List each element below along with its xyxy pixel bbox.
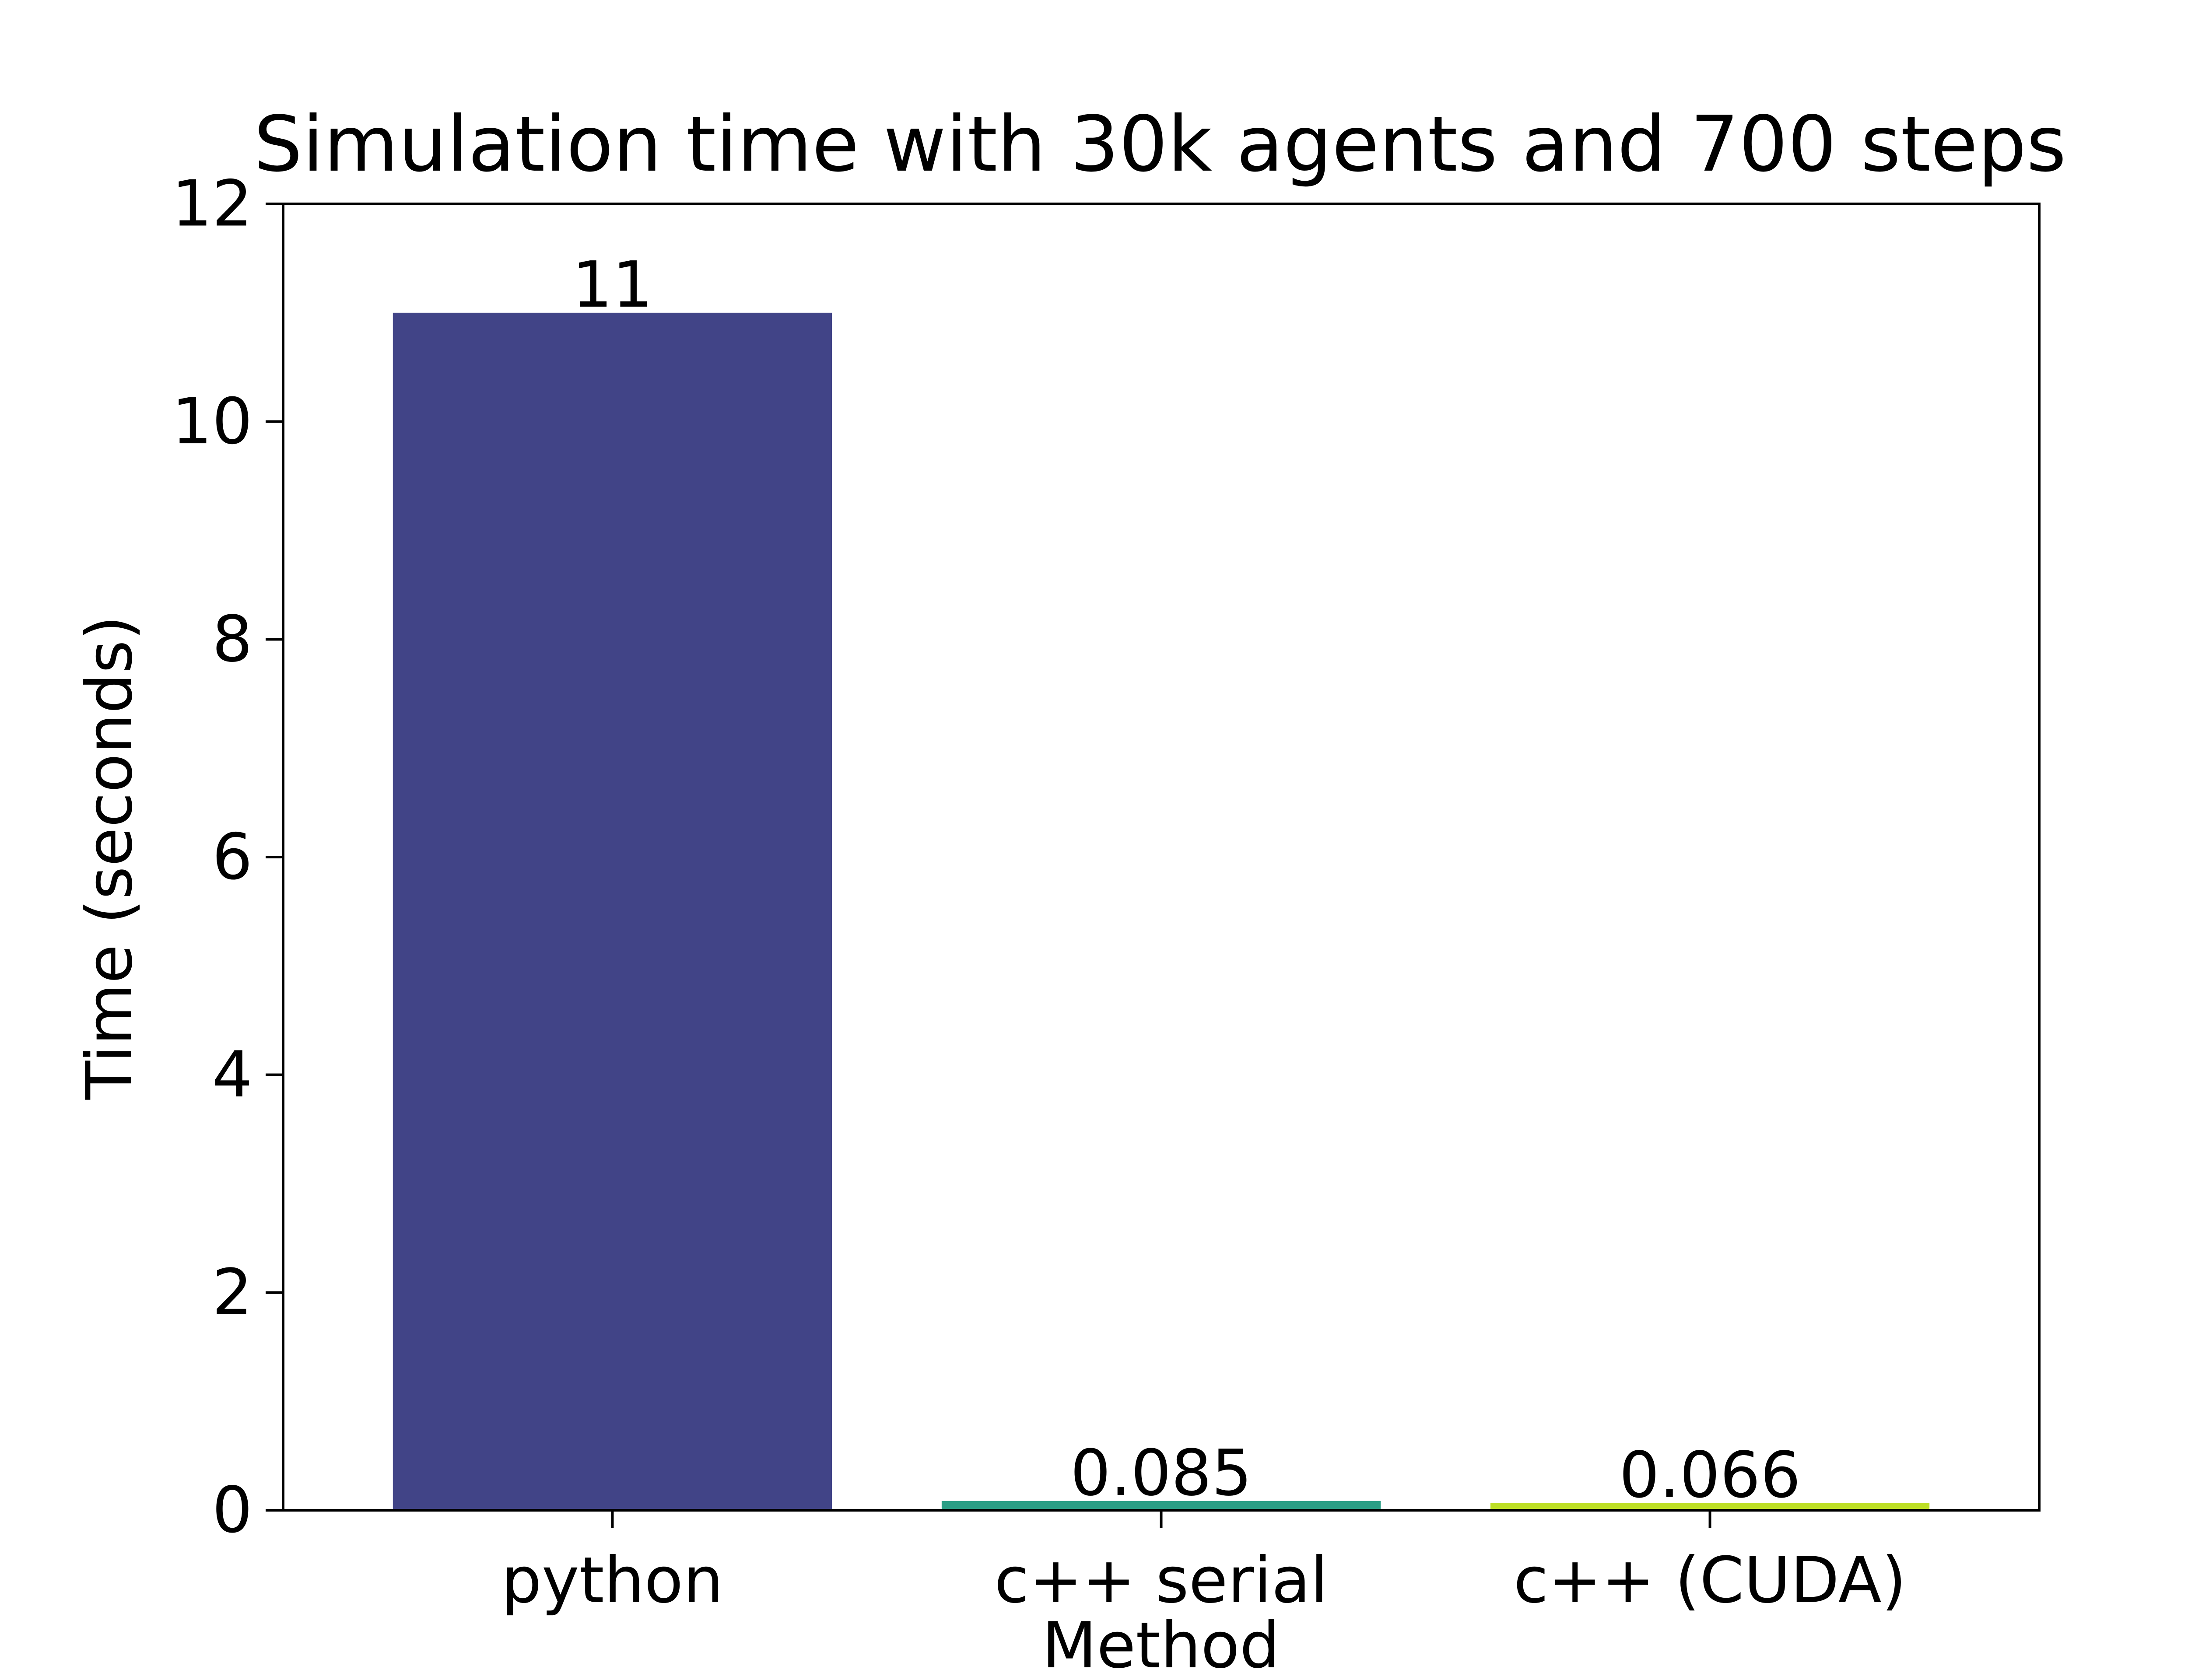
x-axis-ticks: python c++ serial c++ (CUDA) xyxy=(501,1510,1907,1617)
y-tick-label: 4 xyxy=(212,1038,252,1112)
bar-c-cuda xyxy=(1490,1503,1930,1510)
y-tick-label: 2 xyxy=(212,1256,252,1330)
y-tick-label: 12 xyxy=(172,167,252,241)
chart-title: Simulation time with 30k agents and 700 … xyxy=(254,100,2066,189)
x-axis-label: Method xyxy=(1042,1609,1280,1680)
y-tick-label: 0 xyxy=(212,1474,252,1547)
x-tick-label: python xyxy=(501,1544,723,1617)
bar-python xyxy=(393,312,832,1511)
x-tick-label: c++ serial xyxy=(994,1544,1328,1617)
bars-group xyxy=(393,312,1930,1511)
bar-value-label: 11 xyxy=(572,248,653,322)
bar-value-label: 0.066 xyxy=(1619,1438,1801,1512)
y-tick-label: 10 xyxy=(172,385,252,458)
data-labels-group: 11 0.085 0.066 xyxy=(572,248,1801,1512)
x-tick-label: c++ (CUDA) xyxy=(1514,1544,1907,1617)
y-tick-label: 6 xyxy=(212,820,252,894)
y-tick-label: 8 xyxy=(212,602,252,676)
y-axis-ticks: 0 2 4 6 8 10 12 xyxy=(172,167,283,1547)
y-axis-label: Time (seconds) xyxy=(73,616,147,1100)
bar-value-label: 0.085 xyxy=(1070,1436,1252,1510)
plot-frame xyxy=(282,203,2041,1512)
bar-c-serial xyxy=(941,1501,1381,1510)
